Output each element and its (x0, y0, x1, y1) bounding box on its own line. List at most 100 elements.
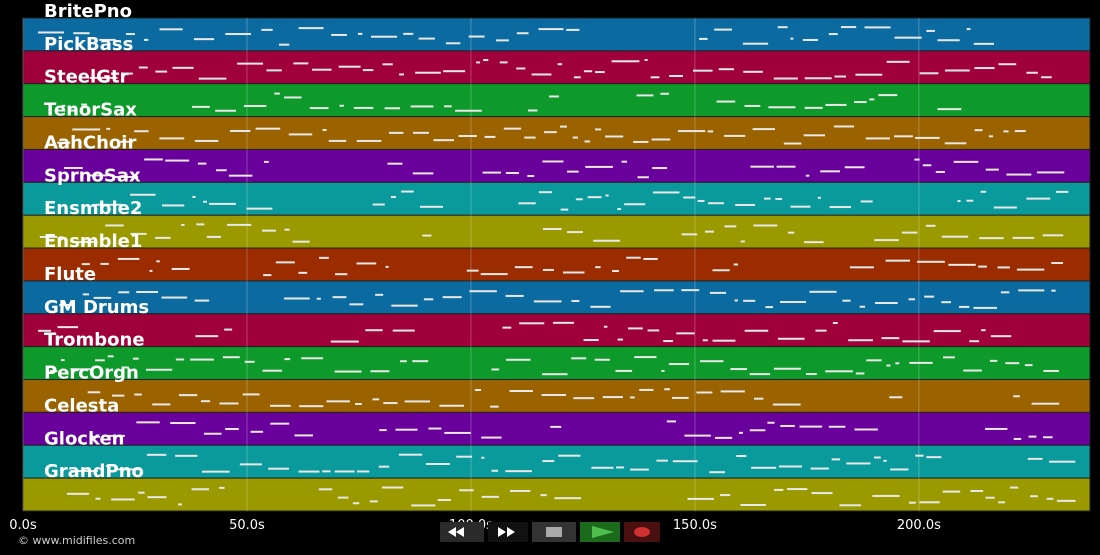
note (699, 37, 708, 40)
note (194, 139, 219, 142)
note (509, 390, 533, 393)
note (165, 159, 190, 162)
note (872, 494, 900, 497)
note (38, 31, 65, 34)
note (763, 197, 771, 200)
note (69, 109, 78, 112)
note (502, 326, 512, 329)
note (1043, 436, 1053, 439)
note (263, 160, 269, 163)
note (864, 26, 891, 29)
track-row (22, 444, 1091, 479)
track-label: GM Drums (44, 297, 149, 318)
note (941, 235, 969, 238)
grid (22, 18, 920, 511)
note (505, 171, 519, 174)
note (309, 107, 329, 110)
note (399, 73, 404, 76)
note (387, 162, 403, 165)
note (459, 489, 474, 492)
note (866, 359, 882, 362)
note (181, 223, 185, 226)
note (663, 340, 674, 343)
note (145, 368, 173, 371)
note (490, 405, 499, 408)
note (516, 32, 529, 35)
note (294, 434, 313, 437)
track-label: TenorSax (44, 100, 137, 121)
note (550, 425, 562, 428)
note (660, 92, 670, 95)
note (89, 76, 118, 79)
note (455, 109, 482, 112)
note (270, 422, 290, 425)
note (155, 236, 171, 239)
note (1006, 173, 1032, 176)
note (997, 266, 1010, 269)
note (531, 73, 552, 76)
note (810, 467, 829, 470)
note (81, 103, 88, 106)
note (573, 397, 595, 400)
note (832, 321, 838, 324)
note (542, 228, 562, 231)
note (322, 128, 327, 131)
note (134, 130, 149, 133)
note (156, 260, 160, 263)
note (681, 289, 700, 292)
note (678, 130, 706, 133)
note (594, 71, 605, 74)
note (828, 33, 838, 36)
note (917, 260, 945, 263)
note (783, 142, 802, 145)
note (292, 240, 310, 243)
note (480, 273, 508, 276)
note (375, 293, 384, 296)
note (644, 58, 648, 61)
note (750, 165, 774, 168)
note (575, 198, 583, 201)
note (298, 271, 308, 274)
note (554, 497, 582, 500)
note (349, 303, 364, 306)
note (749, 373, 771, 376)
note (123, 72, 133, 75)
note (773, 367, 801, 370)
note (244, 360, 255, 363)
note (266, 69, 282, 72)
note (175, 358, 185, 361)
note (595, 128, 602, 131)
note (704, 230, 715, 233)
note (828, 425, 846, 428)
note (117, 257, 140, 260)
note (505, 358, 531, 361)
note (312, 68, 332, 71)
note (481, 495, 499, 498)
note (979, 237, 1004, 240)
note (612, 270, 619, 273)
note (1026, 197, 1051, 200)
note (516, 67, 526, 70)
note (853, 101, 867, 104)
note (973, 42, 994, 45)
note (518, 202, 536, 205)
note (442, 296, 462, 299)
note (224, 328, 233, 331)
note (1051, 262, 1064, 265)
note (621, 160, 628, 163)
note (132, 357, 139, 360)
note (974, 129, 983, 132)
note (605, 135, 624, 138)
note (384, 107, 401, 110)
credit: © www.midifiles.com (18, 534, 135, 547)
note (121, 366, 129, 369)
note (616, 466, 624, 469)
note (299, 405, 324, 408)
note (914, 158, 920, 161)
note (990, 335, 1012, 338)
note (1013, 395, 1020, 398)
note (170, 422, 196, 425)
note (49, 370, 58, 373)
note (933, 330, 961, 333)
note (627, 327, 643, 330)
